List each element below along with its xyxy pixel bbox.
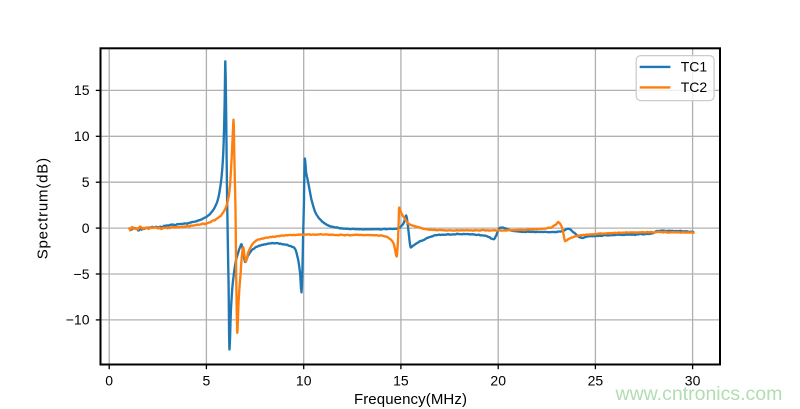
svg-text:www.cntronics.com: www.cntronics.com — [615, 383, 783, 405]
svg-text:−10: −10 — [66, 312, 90, 328]
svg-text:Frequency(MHz): Frequency(MHz) — [354, 391, 467, 408]
svg-text:30: 30 — [685, 373, 701, 389]
svg-text:−5: −5 — [74, 266, 90, 282]
svg-text:TC1: TC1 — [681, 59, 708, 75]
svg-text:0: 0 — [82, 220, 90, 236]
svg-text:Spectrum(dB): Spectrum(dB) — [34, 157, 51, 259]
svg-text:10: 10 — [74, 128, 90, 144]
svg-text:TC2: TC2 — [681, 79, 708, 95]
svg-text:20: 20 — [490, 373, 506, 389]
svg-text:15: 15 — [74, 82, 90, 98]
svg-text:15: 15 — [393, 373, 409, 389]
svg-text:10: 10 — [296, 373, 312, 389]
svg-text:25: 25 — [588, 373, 604, 389]
svg-text:5: 5 — [82, 174, 90, 190]
svg-text:0: 0 — [105, 373, 113, 389]
svg-text:5: 5 — [203, 373, 211, 389]
